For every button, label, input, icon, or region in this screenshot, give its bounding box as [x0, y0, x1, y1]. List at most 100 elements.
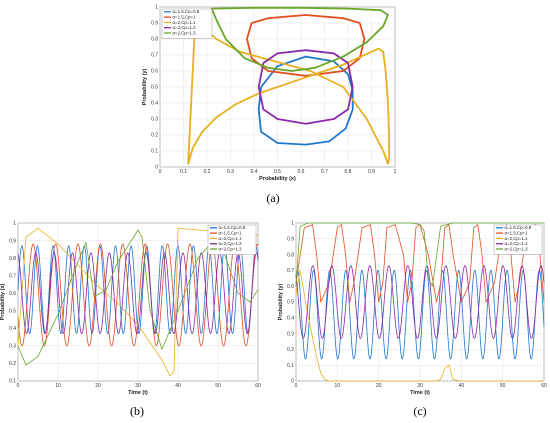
legend-entry: α=2,Cp=1.2 [219, 241, 243, 246]
x-tick-label: 0.9 [368, 169, 375, 175]
y-tick-label: 0.6 [287, 284, 294, 290]
y-tick-label: 0.9 [9, 238, 16, 244]
y-tick-label: 0.4 [287, 316, 294, 322]
legend-b: α=1.5,Cp=0.8α=1.5,Cp=1α=2,Cp=1.1α=2,Cp=1… [207, 224, 257, 255]
y-tick-label: 0.3 [287, 331, 294, 337]
x-axis-label-b: Time (t) [128, 390, 148, 396]
y-tick-label: 0.5 [9, 308, 16, 314]
caption-c: (c) [413, 404, 426, 418]
x-tick-label: 60 [541, 383, 547, 389]
y-tick-label: 0.4 [151, 101, 158, 107]
legend-entry: α=2,Cp=1.3 [173, 30, 197, 35]
y-axis-label-a: Probability (y) [142, 68, 148, 105]
x-tick-label: 0.7 [321, 169, 328, 175]
y-tick-label: 0.8 [151, 37, 158, 43]
legend-entry: α=1.5,Cp=1 [173, 15, 197, 20]
y-tick-label: 0.6 [151, 69, 158, 75]
y-tick-label: 0.9 [287, 237, 294, 243]
series-line-b-2 [17, 243, 259, 347]
y-tick-label: 0.1 [9, 379, 16, 385]
caption-b: (b) [130, 404, 144, 418]
legend-entry: α=1.5,Cp=0.8 [505, 225, 532, 230]
panel-b: 0 10 20 30 40 50 60 0.1 0.2 0.3 0.4 0.5 0.6 0.7 0.8 0.9… [0, 221, 261, 418]
y-tick-label: 0.5 [151, 85, 158, 91]
y-tick-label: 0.9 [151, 21, 158, 27]
y-tick-label: 0.2 [151, 133, 158, 139]
y-tick-label: 0 [291, 379, 294, 385]
y-tick-label: 0.3 [151, 117, 158, 123]
legend-entry: α=2,Cp=1.2 [173, 25, 197, 30]
series-line-b-3 [17, 227, 259, 377]
series-group-b [17, 227, 259, 377]
y-tick-label: 1 [155, 5, 158, 11]
series-line-a-2 [246, 14, 366, 77]
y-tick-label: 0.7 [151, 53, 158, 59]
x-tick-label: 40 [459, 383, 465, 389]
tick-labels-c: 0 10 20 30 40 50 60 0 0.1 0.2 0.3 0.4 0.5 0.6 0.7 0.8 0.… [287, 221, 547, 389]
legend-entry: α=1.5,Cp=1 [219, 231, 243, 236]
y-tick-label: 0.6 [9, 291, 16, 297]
y-tick-label: 0 [155, 165, 158, 171]
series-line-a-4 [257, 49, 354, 125]
x-tick-label: 0 [295, 383, 298, 389]
x-tick-label: 0.8 [345, 169, 352, 175]
series-line-c-1 [295, 270, 545, 360]
series-line-b-4 [17, 252, 259, 334]
x-tick-label: 10 [55, 383, 61, 389]
series-group-a [187, 6, 391, 165]
y-tick-label: 0.1 [151, 149, 158, 155]
x-tick-label: 0.5 [274, 169, 281, 175]
series-line-c-4 [295, 265, 545, 339]
legend-c: α=1.5,Cp=0.8α=1.5,Cp=1α=2,Cp=1.1α=2,Cp=1… [493, 224, 543, 255]
x-tick-label: 10 [335, 383, 341, 389]
legend-entry: α=1.5,Cp=0.8 [219, 225, 246, 230]
y-tick-label: 0.2 [9, 361, 16, 367]
x-tick-label: 60 [255, 383, 261, 389]
y-tick-label: 0.4 [9, 326, 16, 332]
y-tick-label: 0.8 [287, 252, 294, 258]
x-tick-label: 50 [500, 383, 506, 389]
legend-entry: α=2,Cp=1.3 [505, 246, 529, 251]
y-tick-label: 0.7 [9, 273, 16, 279]
y-tick-label: 0.8 [9, 256, 16, 262]
x-tick-label: 0.2 [204, 169, 211, 175]
legend-a: α=1.5,Cp=0.8α=1.5,Cp=1α=2,Cp=1.1α=2,Cp=1… [161, 8, 213, 39]
x-tick-label: 1 [394, 169, 397, 175]
legend-entry: α=2,Cp=1.2 [505, 241, 529, 246]
x-tick-label: 40 [175, 383, 181, 389]
y-tick-label: 0.5 [287, 300, 294, 306]
x-tick-label: 0.1 [180, 169, 187, 175]
legend-entry: α=2,Cp=1.1 [173, 20, 197, 25]
x-tick-label: 0.4 [251, 169, 258, 175]
series-line-c-5 [295, 222, 545, 287]
y-tick-label: 1 [291, 221, 294, 227]
legend-entry: α=2,Cp=1.1 [505, 236, 529, 241]
y-axis-label-b: Probability (x) [0, 283, 6, 320]
x-axis-label-c: Time (t) [410, 390, 430, 396]
x-tick-label: 0.6 [298, 169, 305, 175]
tick-labels-a: 0 0.1 0.2 0.3 0.4 0.5 0.6 0.7 0.8 0.9 1 0 0.1 0.2 0.3 0… [151, 5, 397, 175]
x-tick-label: 0 [159, 169, 162, 175]
series-line-a-1 [257, 55, 354, 146]
y-axis-label-c: Probability (y) [278, 283, 284, 320]
x-axis-label-a: Probability (x) [259, 176, 296, 182]
panel-c: 0 10 20 30 40 50 60 0 0.1 0.2 0.3 0.4 0.5 0.6 0.7 0.8 0.… [278, 221, 547, 418]
legend-entry: α=2,Cp=1.3 [219, 246, 243, 251]
legend-entry: α=1.5,Cp=1 [505, 231, 529, 236]
legend-entry: α=2,Cp=1.1 [219, 236, 243, 241]
y-tick-label: 1 [13, 221, 16, 227]
x-tick-label: 20 [95, 383, 101, 389]
panel-a: 0 0.1 0.2 0.3 0.4 0.5 0.6 0.7 0.8 0.9 1 0 0.1 0.2 0.3 0… [142, 5, 397, 205]
y-tick-label: 0.1 [287, 363, 294, 369]
x-tick-label: 50 [215, 383, 221, 389]
x-tick-label: 30 [135, 383, 141, 389]
x-tick-label: 20 [376, 383, 382, 389]
y-tick-label: 0.7 [287, 268, 294, 274]
caption-a: (a) [266, 191, 279, 205]
series-line-c-3 [295, 270, 545, 382]
series-line-a-3 [187, 18, 391, 165]
x-tick-label: 0.3 [227, 169, 234, 175]
x-tick-label: 30 [417, 383, 423, 389]
legend-entry: α=1.5,Cp=0.8 [173, 9, 200, 14]
